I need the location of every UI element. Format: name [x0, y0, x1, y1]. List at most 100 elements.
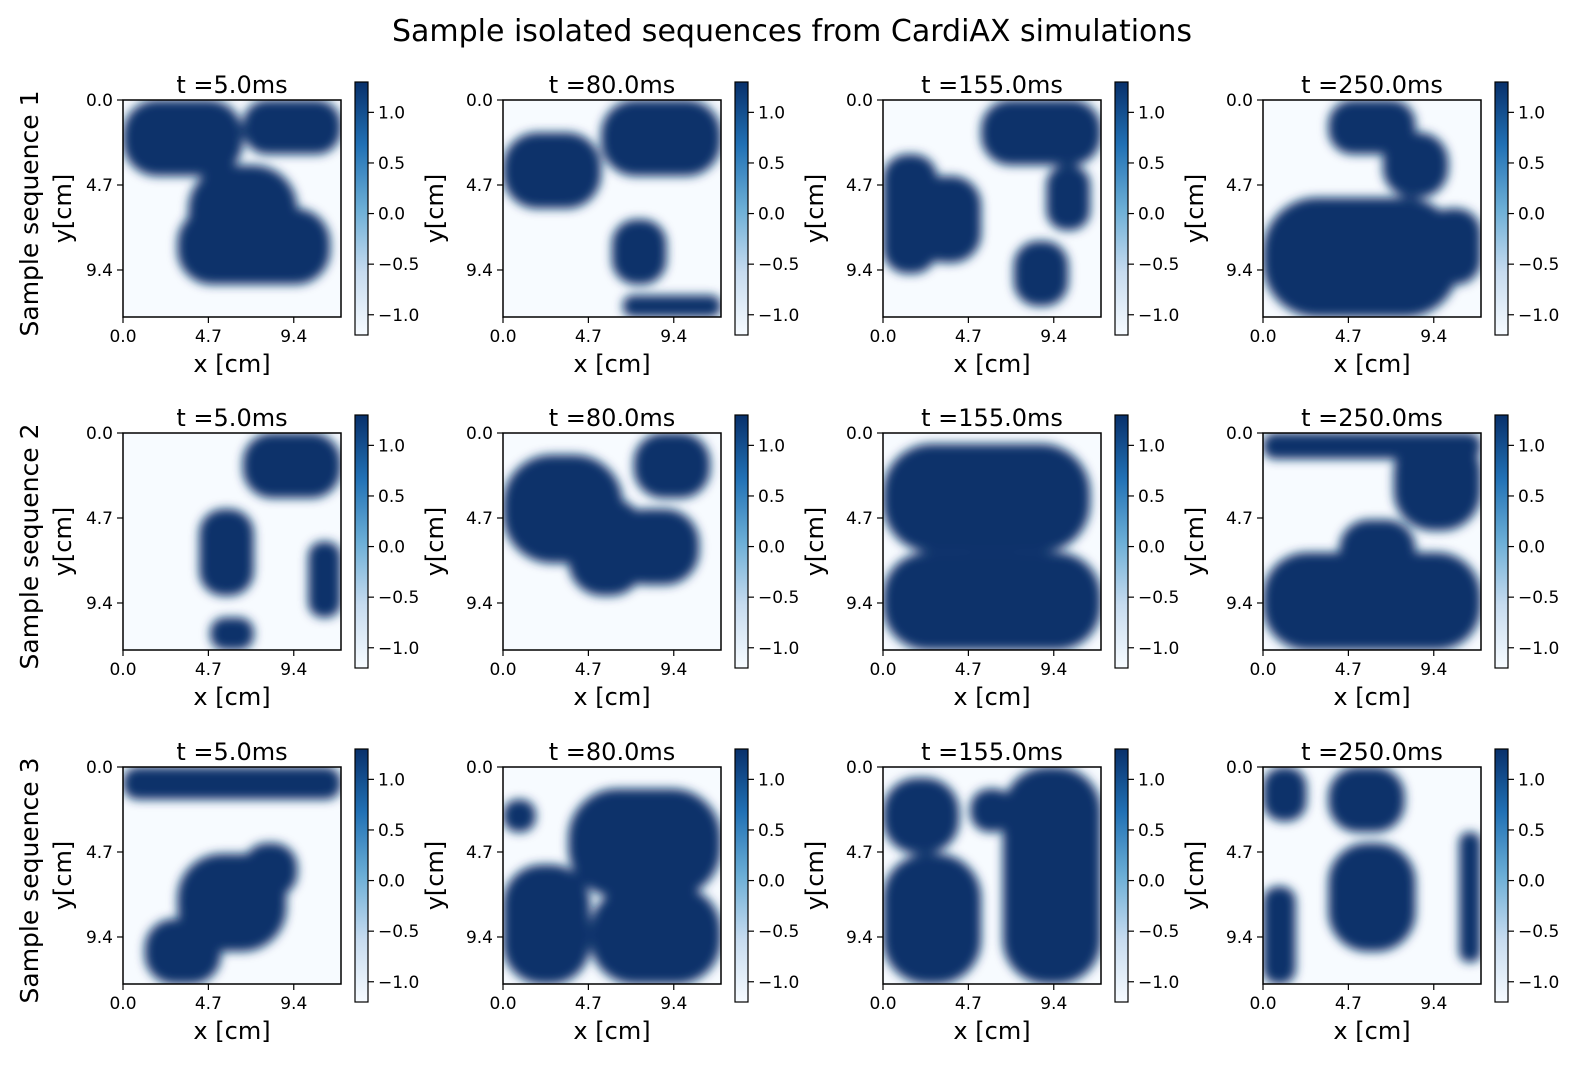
heatmap-blob	[177, 208, 331, 285]
x-axis-label: x [cm]	[573, 1017, 650, 1045]
y-tick-label: 4.7	[86, 176, 113, 196]
x-axis-label: x [cm]	[953, 350, 1030, 378]
colorbar	[734, 748, 749, 1003]
x-tick-label: 4.7	[955, 994, 982, 1014]
x-tick-label: 9.4	[280, 327, 307, 347]
heatmap-blob	[1263, 552, 1481, 650]
colorbar-tick-label: −1.0	[758, 639, 799, 659]
colorbar	[1494, 748, 1509, 1003]
colorbar	[1114, 748, 1129, 1003]
colorbar-tick-label: −0.5	[1138, 588, 1179, 608]
heatmap-blob	[503, 799, 536, 833]
colorbar-tick-label: 0.0	[758, 872, 785, 892]
x-tick-label: 4.7	[195, 327, 222, 347]
heatmap-blob	[242, 433, 341, 499]
y-tick-label: 0.0	[846, 91, 873, 111]
heatmap-blob	[242, 842, 298, 898]
colorbar	[1114, 414, 1129, 669]
x-tick-label: 0.0	[489, 994, 516, 1014]
y-tick-label: 0.0	[86, 758, 113, 778]
colorbar-tick-label: 1.0	[758, 103, 785, 123]
x-tick-label: 0.0	[1249, 327, 1276, 347]
colorbar-tick-label: 0.5	[1518, 487, 1545, 507]
x-tick-label: 9.4	[1420, 994, 1447, 1014]
colorbar-tick-label: 0.0	[1518, 538, 1545, 558]
row-label: Sample sequence 2	[15, 423, 44, 669]
x-tick-label: 9.4	[280, 660, 307, 680]
x-axis-label: x [cm]	[573, 350, 650, 378]
y-tick-label: 0.0	[466, 91, 493, 111]
y-axis-label: y[cm]	[801, 507, 829, 577]
y-tick-label: 0.0	[1226, 758, 1253, 778]
colorbar	[734, 81, 749, 336]
heatmap-panel: t =250.0ms 0.0 4.7 9.4 x [cm] 0.0 4.7 9.4 y[cm] 1…	[1181, 404, 1559, 711]
y-tick-label: 9.4	[86, 928, 113, 948]
y-tick-label: 9.4	[1226, 261, 1253, 281]
panel-title: t =155.0ms	[921, 404, 1063, 432]
x-tick-label: 9.4	[660, 994, 687, 1014]
colorbar-tick-label: −1.0	[758, 306, 799, 326]
heatmap-blob	[1013, 241, 1069, 307]
row-label: Sample sequence 1	[15, 90, 44, 336]
y-axis-label: y[cm]	[421, 507, 449, 577]
x-axis-label: x [cm]	[953, 683, 1030, 711]
y-tick-label: 9.4	[86, 261, 113, 281]
y-tick-label: 4.7	[846, 843, 873, 863]
y-axis-label: y[cm]	[49, 841, 77, 911]
heatmap-panel: t =80.0ms 0.0 4.7 9.4 x [cm] 0.0 4.7 9.4 y[cm] 1.…	[421, 71, 799, 378]
colorbar-tick-label: 0.0	[1138, 205, 1165, 225]
y-tick-label: 0.0	[466, 424, 493, 444]
heatmap-panel: t =250.0ms 0.0 4.7 9.4 x [cm] 0.0 4.7 9.4 y[cm] 1…	[1181, 71, 1559, 378]
axes-frame	[882, 432, 1102, 651]
colorbar-tick-label: −1.0	[1518, 639, 1559, 659]
panel-title: t =5.0ms	[176, 71, 287, 99]
heatmap-blob	[308, 541, 341, 618]
x-axis-label: x [cm]	[1333, 350, 1410, 378]
colorbar	[354, 81, 369, 336]
x-axis-label: x [cm]	[1333, 1017, 1410, 1045]
heatmap-blob	[144, 918, 222, 984]
y-tick-label: 0.0	[86, 424, 113, 444]
heatmap-blob	[883, 443, 1091, 553]
y-axis-label: y[cm]	[421, 841, 449, 911]
heatmap-panel: t =5.0ms 0.0 4.7 9.4 x [cm] 0.0 4.7 9.4 y[cm] 1.0…	[49, 404, 419, 711]
x-tick-label: 9.4	[1040, 660, 1067, 680]
colorbar	[354, 414, 369, 669]
y-axis-label: y[cm]	[49, 507, 77, 577]
colorbar-tick-label: 0.5	[378, 821, 405, 841]
heatmap-panel: t =5.0ms 0.0 4.7 9.4 x [cm] 0.0 4.7 9.4 y[cm] 1.0…	[49, 738, 419, 1045]
x-tick-label: 4.7	[195, 660, 222, 680]
colorbar-tick-label: 0.0	[1518, 205, 1545, 225]
x-tick-label: 0.0	[869, 994, 896, 1014]
heatmap-blob	[883, 777, 960, 854]
heatmap-blob	[1263, 197, 1460, 317]
x-tick-label: 9.4	[1420, 660, 1447, 680]
heatmap-blob	[210, 617, 254, 650]
y-tick-label: 9.4	[86, 594, 113, 614]
heatmap-blob	[568, 788, 721, 898]
y-tick-label: 0.0	[86, 91, 113, 111]
colorbar-tick-label: 0.5	[1138, 154, 1165, 174]
x-axis-label: x [cm]	[1333, 683, 1410, 711]
axes-frame	[882, 766, 1102, 985]
y-axis-label: y[cm]	[1181, 841, 1209, 911]
x-tick-label: 4.7	[195, 994, 222, 1014]
colorbar-tick-label: 0.5	[1138, 821, 1165, 841]
colorbar-tick-label: −1.0	[1518, 973, 1559, 993]
heatmap-blob	[948, 552, 1036, 596]
heatmap-blob	[1263, 886, 1296, 984]
colorbar-tick-label: −0.5	[378, 588, 419, 608]
heatmap-blob	[622, 295, 721, 317]
heatmap-blob	[981, 100, 1101, 166]
x-tick-label: 4.7	[575, 660, 602, 680]
panel-title: t =155.0ms	[921, 71, 1063, 99]
x-tick-label: 0.0	[109, 994, 136, 1014]
colorbar-tick-label: 0.5	[378, 487, 405, 507]
colorbar-tick-label: −1.0	[378, 306, 419, 326]
axes-frame	[122, 432, 342, 651]
y-tick-label: 9.4	[466, 928, 493, 948]
heatmap-blob	[590, 886, 721, 984]
colorbar-tick-label: 1.0	[758, 770, 785, 790]
y-tick-label: 9.4	[466, 594, 493, 614]
heatmap-panel: t =155.0ms 0.0 4.7 9.4 x [cm] 0.0 4.7 9.4 y[cm] 1…	[801, 404, 1179, 711]
